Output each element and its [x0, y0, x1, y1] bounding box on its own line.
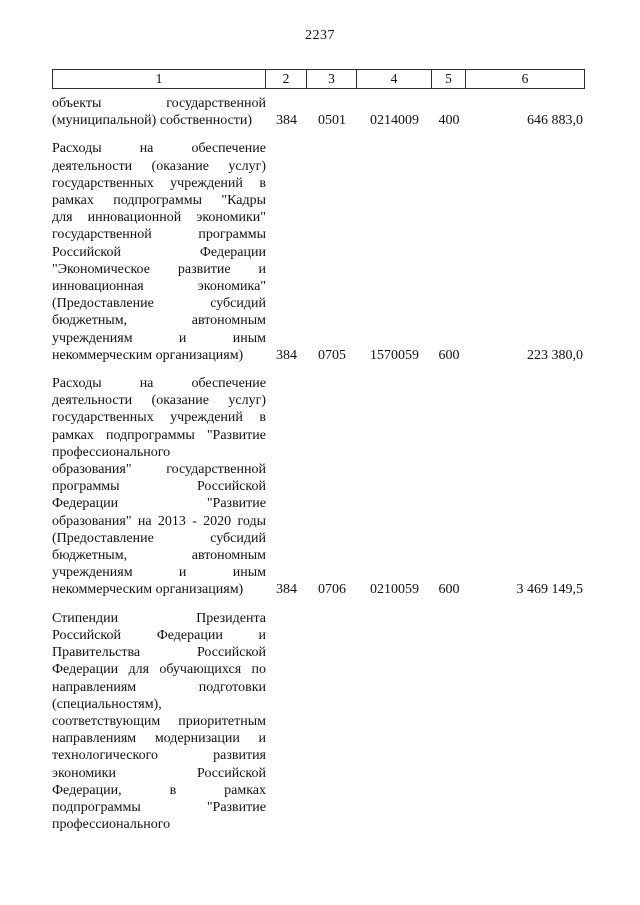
target-article-code: 0210059 — [370, 582, 419, 598]
budget-table: 1 2 3 4 5 6 объекты государственной (мун… — [52, 69, 585, 844]
description-text: объекты государственной — [52, 96, 266, 111]
header-cell-1: 1 — [52, 69, 266, 89]
grbs-code: 384 — [276, 113, 297, 129]
row-description: Стипендии Президента Российской Федераци… — [52, 610, 266, 834]
row-description: Расходы на обеспечение деятельности (ока… — [52, 375, 266, 599]
row-description: Расходы на обеспечение деятельности (ока… — [52, 140, 266, 364]
description-text: Расходы на обеспечение деятельности (ока… — [52, 376, 266, 581]
amount: 646 883,0 — [527, 113, 583, 129]
header-cell-6: 6 — [466, 69, 585, 89]
section-code: 0501 — [318, 113, 346, 129]
section-code: 0706 — [318, 582, 346, 598]
header-cell-2: 2 — [266, 69, 307, 89]
expense-type-code: 400 — [438, 113, 460, 129]
row-description: объекты государственной (муниципальной) … — [52, 95, 266, 129]
section-code: 0705 — [318, 347, 346, 363]
table-row: Расходы на обеспечение деятельности (ока… — [52, 140, 585, 364]
expense-type-code: 600 — [438, 582, 460, 598]
grbs-code: 384 — [276, 582, 297, 598]
table-row: объекты государственной (муниципальной) … — [52, 95, 585, 129]
description-last-line: профессионального — [52, 817, 171, 833]
description-text: Расходы на обеспечение деятельности (ока… — [52, 141, 266, 346]
expense-type-code: 600 — [438, 347, 460, 363]
description-last-line: (муниципальной) собственности) — [52, 113, 253, 129]
header-cell-4: 4 — [357, 69, 432, 89]
table-row: Расходы на обеспечение деятельности (ока… — [52, 375, 585, 599]
header-cell-5: 5 — [432, 69, 466, 89]
description-text: Стипендии Президента Российской Федераци… — [52, 610, 266, 815]
table-body: объекты государственной (муниципальной) … — [52, 95, 585, 833]
description-last-line: некоммерческим организациям) — [52, 347, 244, 363]
target-article-code: 1570059 — [370, 347, 419, 363]
description-last-line: некоммерческим организациям) — [52, 582, 244, 598]
table-row: Стипендии Президента Российской Федераци… — [52, 610, 585, 834]
table-header-row: 1 2 3 4 5 6 — [52, 69, 585, 89]
amount: 223 380,0 — [527, 347, 583, 363]
header-cell-3: 3 — [307, 69, 357, 89]
amount: 3 469 149,5 — [516, 582, 584, 598]
grbs-code: 384 — [276, 347, 297, 363]
page-number: 2237 — [305, 28, 335, 43]
target-article-code: 0214009 — [370, 113, 419, 129]
